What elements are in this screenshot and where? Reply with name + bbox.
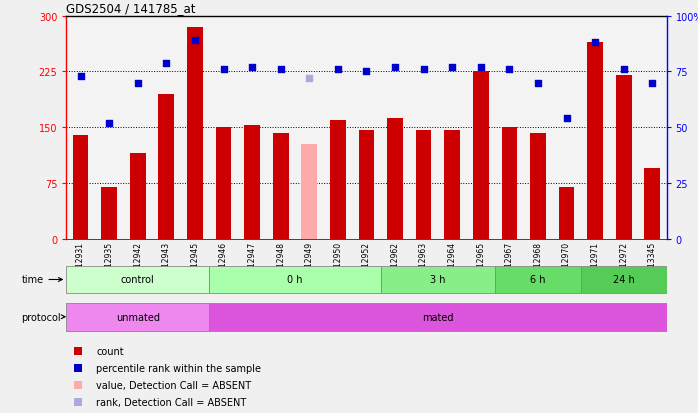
Bar (209, 17, 238, 240)
Bar (495, 17, 524, 240)
Point (75, 74, 86, 80)
Bar (359, 131, 374, 240)
Point (73, 348, 84, 355)
Bar (445, 131, 460, 240)
Bar (380, 17, 409, 240)
Bar (438, 17, 466, 240)
Text: 3 h: 3 h (430, 275, 445, 285)
Bar (552, 17, 581, 240)
Bar (66, 303, 209, 331)
Bar (73, 135, 89, 240)
Point (418, 67, 429, 74)
Text: rank, Detection Call = ABSENT: rank, Detection Call = ABSENT (96, 397, 246, 407)
Text: 0 h: 0 h (288, 275, 303, 285)
Bar (409, 17, 438, 240)
Point (189, 38, 200, 44)
Point (447, 64, 458, 71)
Text: mated: mated (422, 312, 454, 322)
Bar (209, 266, 380, 294)
Bar (416, 131, 431, 240)
Bar (66, 266, 209, 294)
Point (504, 67, 515, 74)
Point (103, 120, 114, 127)
Bar (495, 266, 581, 294)
Bar (616, 76, 632, 240)
Point (161, 60, 172, 66)
Bar (244, 126, 260, 240)
Text: value, Detection Call = ABSENT: value, Detection Call = ABSENT (96, 380, 251, 390)
Text: count: count (96, 347, 124, 356)
Bar (95, 17, 124, 240)
Bar (66, 17, 95, 240)
Point (389, 64, 401, 71)
Bar (209, 303, 667, 331)
Point (73, 365, 84, 371)
Bar (581, 266, 667, 294)
Bar (581, 17, 609, 240)
Bar (267, 17, 295, 240)
Bar (352, 17, 380, 240)
Text: unmated: unmated (116, 312, 160, 322)
Point (304, 76, 315, 82)
Bar (380, 266, 495, 294)
Bar (187, 28, 203, 240)
Text: protocol: protocol (22, 312, 65, 322)
Point (275, 67, 286, 74)
Text: percentile rank within the sample: percentile rank within the sample (96, 363, 261, 373)
Bar (130, 154, 146, 240)
Point (132, 80, 143, 87)
Text: control: control (121, 275, 155, 285)
Point (361, 69, 372, 76)
Bar (530, 133, 546, 240)
Bar (324, 17, 352, 240)
Bar (302, 145, 317, 240)
Bar (101, 188, 117, 240)
Text: GDS2504 / 141785_at: GDS2504 / 141785_at (66, 2, 196, 15)
Bar (587, 43, 603, 240)
Bar (181, 17, 209, 240)
Bar (609, 17, 638, 240)
Point (561, 116, 572, 122)
Bar (558, 188, 574, 240)
Point (590, 40, 601, 47)
Point (73, 399, 84, 405)
Bar (238, 17, 267, 240)
Point (73, 382, 84, 388)
Bar (216, 128, 231, 240)
Text: 24 h: 24 h (613, 275, 634, 285)
Text: time: time (22, 275, 62, 285)
Bar (387, 119, 403, 240)
Bar (330, 121, 346, 240)
Point (218, 67, 229, 74)
Bar (273, 133, 288, 240)
Bar (466, 17, 495, 240)
Bar (124, 17, 152, 240)
Bar (638, 17, 667, 240)
Point (533, 80, 544, 87)
Point (475, 64, 487, 71)
Bar (152, 17, 181, 240)
Bar (501, 128, 517, 240)
Bar (524, 17, 552, 240)
Bar (158, 95, 174, 240)
Point (647, 80, 658, 87)
Bar (295, 17, 324, 240)
Point (618, 67, 630, 74)
Point (332, 67, 343, 74)
Bar (644, 169, 660, 240)
Text: 6 h: 6 h (530, 275, 546, 285)
Bar (473, 72, 489, 240)
Point (246, 64, 258, 71)
